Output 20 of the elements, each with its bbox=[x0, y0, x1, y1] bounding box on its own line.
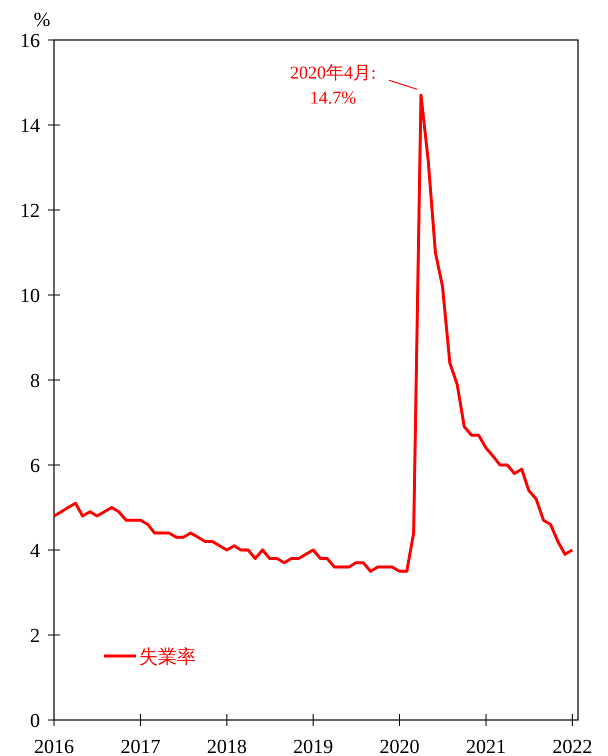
y-tick-label: 6 bbox=[30, 455, 40, 477]
x-tick-label: 2021 bbox=[466, 736, 506, 756]
y-tick-label: 12 bbox=[20, 200, 40, 222]
y-tick-label: 14 bbox=[20, 115, 40, 137]
x-tick-label: 2017 bbox=[120, 736, 161, 756]
x-tick-label: 2020 bbox=[379, 736, 420, 756]
line-series bbox=[52, 94, 574, 573]
y-tick-label: 8 bbox=[30, 370, 40, 392]
annotation: 2020年4月: 14.7% bbox=[290, 62, 376, 108]
y-tick-label: 0 bbox=[30, 710, 40, 732]
y-tick-label: 2 bbox=[30, 625, 40, 647]
x-tick-label: 2022 bbox=[552, 736, 592, 756]
x-tick-label: 2019 bbox=[293, 736, 334, 756]
y-axis-title: % bbox=[34, 9, 50, 31]
y-tick-label: 16 bbox=[20, 30, 40, 52]
x-tick-label: 2018 bbox=[206, 736, 247, 756]
x-tick-label: 2016 bbox=[34, 736, 74, 756]
y-tick-label: 4 bbox=[30, 540, 40, 562]
legend-label: 失業率 bbox=[139, 646, 196, 668]
y-tick-label: 10 bbox=[20, 285, 40, 307]
